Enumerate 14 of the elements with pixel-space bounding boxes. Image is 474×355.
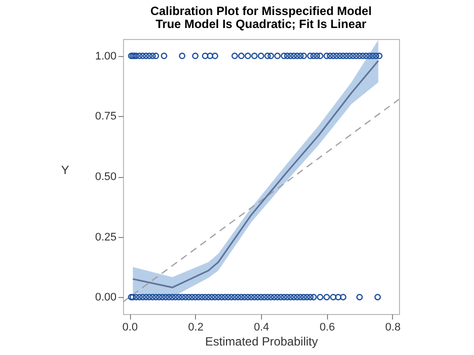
x-tick-label: 0.8 (385, 322, 401, 334)
x-axis-title: Estimated Probability (205, 334, 318, 348)
y-tick-label: 1.00 (95, 50, 116, 62)
y-axis-title: Y (61, 163, 70, 177)
y-tick-label: 0.50 (95, 171, 116, 183)
y-tick-label: 0.75 (95, 110, 116, 123)
x-tick-label: 0.6 (320, 322, 335, 334)
x-tick-label: 0.4 (254, 322, 270, 334)
chart-title: Calibration Plot for Misspecified Model (150, 4, 372, 18)
x-tick-label: 0.0 (122, 322, 138, 334)
chart-subtitle: True Model Is Quadratic; Fit Is Linear (156, 17, 367, 31)
x-tick-label: 0.2 (188, 322, 204, 334)
y-tick-label: 0.25 (95, 231, 116, 244)
y-tick-label: 0.00 (95, 292, 116, 304)
